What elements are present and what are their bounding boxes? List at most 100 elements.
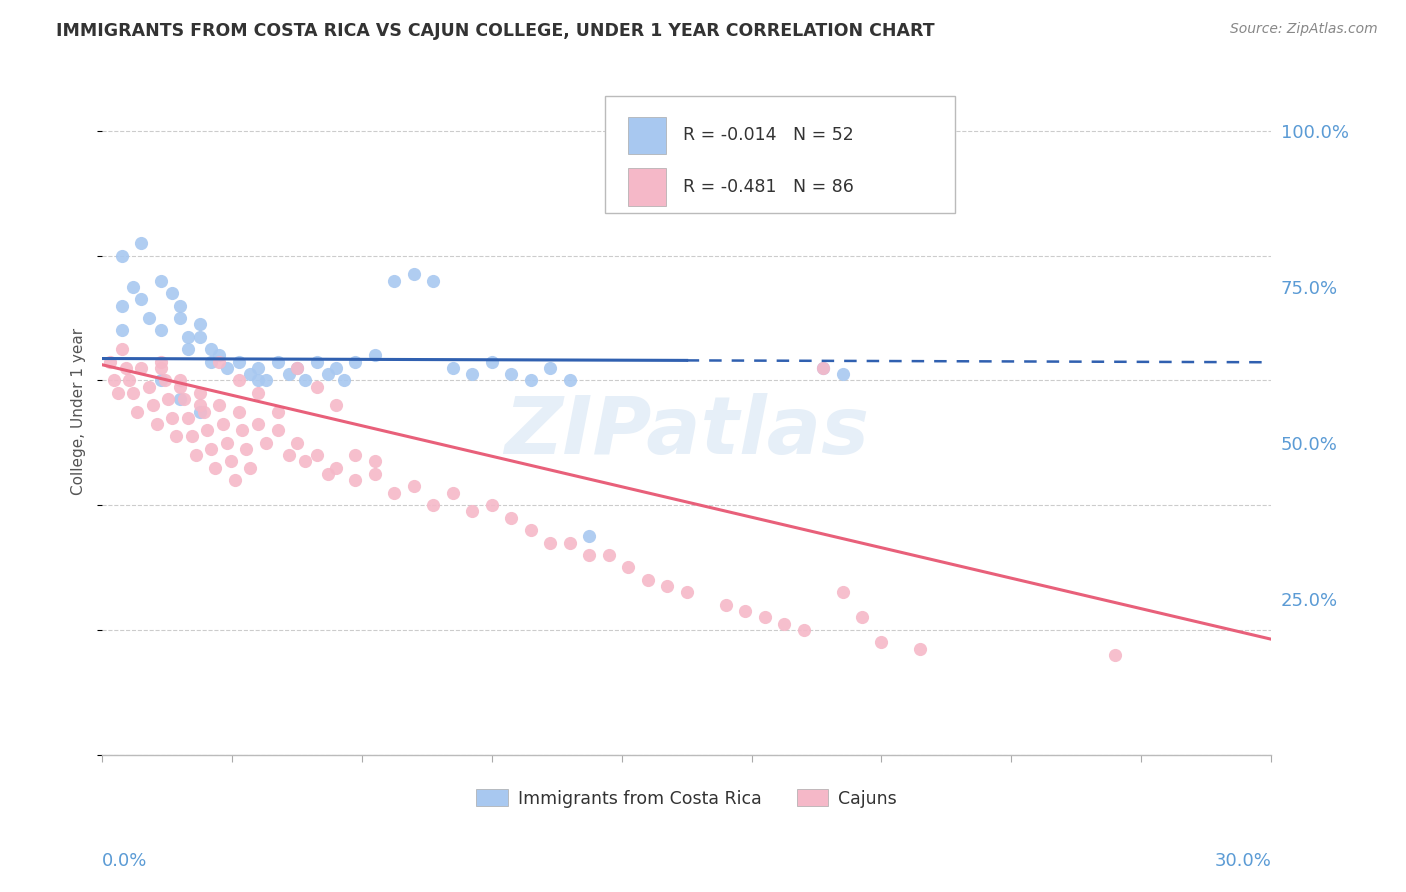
Point xyxy=(169,373,191,387)
Point xyxy=(215,435,238,450)
Point xyxy=(461,504,484,518)
Point xyxy=(177,329,200,343)
Point xyxy=(344,448,367,462)
Point xyxy=(149,274,172,288)
Point xyxy=(617,143,640,157)
Y-axis label: College, Under 1 year: College, Under 1 year xyxy=(72,328,86,495)
Point xyxy=(114,360,136,375)
Point xyxy=(204,460,226,475)
Point xyxy=(111,323,134,337)
Point xyxy=(305,448,328,462)
Text: IMMIGRANTS FROM COSTA RICA VS CAJUN COLLEGE, UNDER 1 YEAR CORRELATION CHART: IMMIGRANTS FROM COSTA RICA VS CAJUN COLL… xyxy=(56,22,935,40)
Point xyxy=(228,373,250,387)
Point xyxy=(149,354,172,368)
Point xyxy=(481,498,503,512)
Point xyxy=(657,579,679,593)
Point xyxy=(316,367,339,381)
Text: R = -0.014   N = 52: R = -0.014 N = 52 xyxy=(683,127,853,145)
Point xyxy=(173,392,195,406)
Point xyxy=(538,360,561,375)
Point xyxy=(333,373,356,387)
Point xyxy=(364,348,387,362)
Point xyxy=(197,423,219,437)
Point xyxy=(224,473,246,487)
Point xyxy=(149,373,172,387)
Text: ZIPatlas: ZIPatlas xyxy=(505,393,869,471)
Point xyxy=(754,610,776,624)
Point xyxy=(239,460,262,475)
Point xyxy=(200,354,222,368)
Point xyxy=(138,310,160,325)
Point xyxy=(520,373,543,387)
FancyBboxPatch shape xyxy=(628,168,665,206)
Point xyxy=(364,467,387,481)
Point xyxy=(870,635,893,649)
Point xyxy=(208,348,231,362)
Point xyxy=(441,485,464,500)
Point xyxy=(169,392,191,406)
Point xyxy=(617,560,640,574)
Point xyxy=(145,417,167,431)
Point xyxy=(239,367,262,381)
Point xyxy=(811,360,834,375)
Point xyxy=(344,354,367,368)
Point xyxy=(501,510,523,524)
Point xyxy=(520,523,543,537)
Point xyxy=(162,286,184,301)
Point xyxy=(127,404,149,418)
Point xyxy=(231,423,253,437)
Point xyxy=(325,360,347,375)
Point xyxy=(773,616,796,631)
Point xyxy=(247,360,270,375)
Point xyxy=(305,354,328,368)
Point xyxy=(111,249,134,263)
Point xyxy=(98,354,121,368)
Point xyxy=(129,360,152,375)
Point xyxy=(122,385,145,400)
Point xyxy=(734,604,756,618)
Point xyxy=(118,373,141,387)
Point xyxy=(481,354,503,368)
Point xyxy=(675,585,697,599)
Point xyxy=(637,573,659,587)
Point xyxy=(184,448,207,462)
Point xyxy=(254,435,277,450)
Text: 0.0%: 0.0% xyxy=(103,852,148,870)
FancyBboxPatch shape xyxy=(605,96,956,212)
Point xyxy=(247,385,270,400)
Point xyxy=(129,293,152,307)
Point xyxy=(200,442,222,456)
Point xyxy=(851,610,873,624)
Point xyxy=(578,529,600,543)
Point xyxy=(138,379,160,393)
Text: R = -0.481   N = 86: R = -0.481 N = 86 xyxy=(683,178,853,196)
Text: Source: ZipAtlas.com: Source: ZipAtlas.com xyxy=(1230,22,1378,37)
Point xyxy=(831,367,853,381)
Point xyxy=(538,535,561,549)
Point xyxy=(149,323,172,337)
Point xyxy=(402,479,425,493)
Point xyxy=(188,317,211,331)
Point xyxy=(162,410,184,425)
Point xyxy=(215,360,238,375)
Point xyxy=(247,417,270,431)
Point xyxy=(558,373,581,387)
Point xyxy=(149,360,172,375)
Point xyxy=(316,467,339,481)
Point xyxy=(219,454,242,468)
FancyBboxPatch shape xyxy=(628,117,665,154)
Point xyxy=(325,460,347,475)
Point xyxy=(157,392,180,406)
Point xyxy=(208,354,231,368)
Point xyxy=(831,585,853,599)
Point xyxy=(165,429,187,443)
Point xyxy=(254,373,277,387)
Point xyxy=(910,641,932,656)
Point xyxy=(364,454,387,468)
Point xyxy=(169,310,191,325)
Point xyxy=(1104,648,1126,662)
Point xyxy=(266,423,288,437)
Point xyxy=(200,342,222,356)
Point xyxy=(129,236,152,251)
Point xyxy=(278,367,301,381)
